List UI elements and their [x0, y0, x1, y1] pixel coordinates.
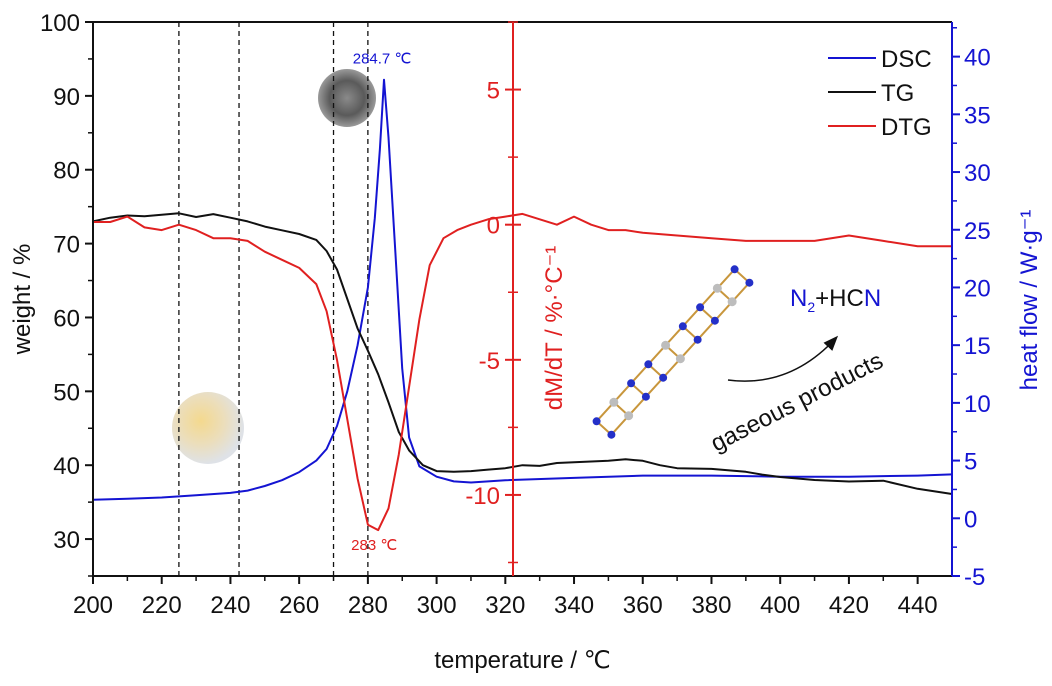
heat-tick-label: 0	[964, 506, 977, 533]
weight-tick-label: 40	[53, 453, 80, 480]
series-dtg	[93, 212, 952, 532]
nitrogen-atom	[730, 265, 739, 274]
carbon-atom	[727, 297, 737, 307]
x-tick-label: 300	[417, 592, 457, 619]
heat-tick-label: 10	[964, 391, 991, 418]
curved-arrow	[727, 335, 839, 382]
heat-tick-label: 15	[964, 333, 991, 360]
x-tick-label: 220	[142, 592, 182, 619]
legend: DSC TG DTG	[828, 46, 932, 141]
x-tick-label: 320	[485, 592, 525, 619]
series-tg	[92, 212, 953, 495]
carbon-atom	[675, 354, 685, 364]
dtg-tick-label: -10	[465, 483, 500, 510]
legend-label-tg: TG	[881, 80, 914, 107]
x-tick-label: 260	[279, 592, 319, 619]
nitrogen-atom	[627, 379, 636, 388]
legend-label-dsc: DSC	[881, 46, 932, 73]
nitrogen-atom	[710, 316, 719, 325]
carbon-atom	[609, 397, 619, 407]
x-tick-label: 400	[760, 592, 800, 619]
dtg-tick-label: -5	[479, 348, 500, 375]
heat-tick-label: 35	[964, 102, 991, 129]
carbon-atom	[661, 340, 671, 350]
heat-tick-label: 5	[964, 449, 977, 476]
heat-tick-label: 30	[964, 160, 991, 187]
molecule-bond	[630, 363, 650, 384]
dtg-peak-annotation: 283 ℃	[351, 537, 397, 554]
product-formula: N2+HCN	[790, 285, 881, 315]
x-tick-label: 420	[829, 592, 869, 619]
heat-tick-label: 20	[964, 275, 991, 302]
dashed-guide-lines	[178, 22, 369, 576]
x-tick-label: 240	[210, 592, 250, 619]
nitrogen-atom	[659, 373, 668, 382]
weight-tick-label: 70	[53, 232, 80, 259]
molecule-bond	[682, 306, 701, 327]
weight-tick-label: 80	[53, 158, 80, 185]
nitrogen-atom	[644, 360, 653, 369]
weight-tick-label: 50	[53, 379, 80, 406]
dtg-tick-label: 0	[487, 213, 500, 240]
heat-tick-label: 25	[964, 218, 991, 245]
weight-tick-label: 90	[53, 84, 80, 111]
dtg-axis-title: dM/dT / %·°C⁻¹	[541, 246, 568, 411]
weight-tick-label: 30	[53, 527, 80, 554]
nitrogen-atom	[592, 417, 601, 426]
x-axis-title: temperature / ℃	[434, 647, 610, 674]
nitrogen-atom	[641, 392, 650, 401]
black-residue-photo	[318, 69, 376, 127]
weight-tick-label: 100	[40, 10, 80, 37]
weight-axis-title: weight / %	[9, 244, 36, 356]
yellow-sample-photo	[172, 392, 244, 464]
nitrogen-atom	[678, 322, 687, 331]
dtg-tick-label: 5	[487, 78, 500, 105]
axes-group: 200 220 240 260 280 300 320 340 360 380 400 420 4403…	[9, 10, 1043, 674]
weight-tick-label: 60	[53, 305, 80, 332]
nitrogen-atom	[607, 430, 616, 439]
heat-tick-label: -5	[964, 564, 985, 591]
x-tick-label: 380	[691, 592, 731, 619]
heat-tick-label: 40	[964, 45, 991, 72]
legend-label-dtg: DTG	[881, 114, 932, 141]
x-tick-label: 360	[623, 592, 663, 619]
molecule-illustration	[592, 265, 754, 439]
series-group	[92, 78, 953, 532]
series-dsc	[92, 78, 953, 501]
dsc-peak-annotation: 284.7 ℃	[353, 51, 412, 68]
x-tick-label: 340	[554, 592, 594, 619]
nitrogen-atom	[745, 278, 754, 287]
molecule-bond	[696, 320, 716, 341]
gaseous-products-annotation: N2+HCN gaseous products	[706, 285, 887, 457]
heat-axis-title: heat flow / W·g⁻¹	[1016, 210, 1043, 391]
molecule-bond	[645, 377, 664, 398]
x-tick-label: 280	[348, 592, 388, 619]
nitrogen-atom	[693, 335, 702, 344]
gaseous-products-label: gaseous products	[706, 347, 887, 457]
carbon-atom	[624, 411, 634, 421]
x-tick-label: 440	[898, 592, 938, 619]
carbon-atom	[712, 283, 722, 293]
x-tick-label: 200	[73, 592, 113, 619]
nitrogen-atom	[696, 303, 705, 312]
